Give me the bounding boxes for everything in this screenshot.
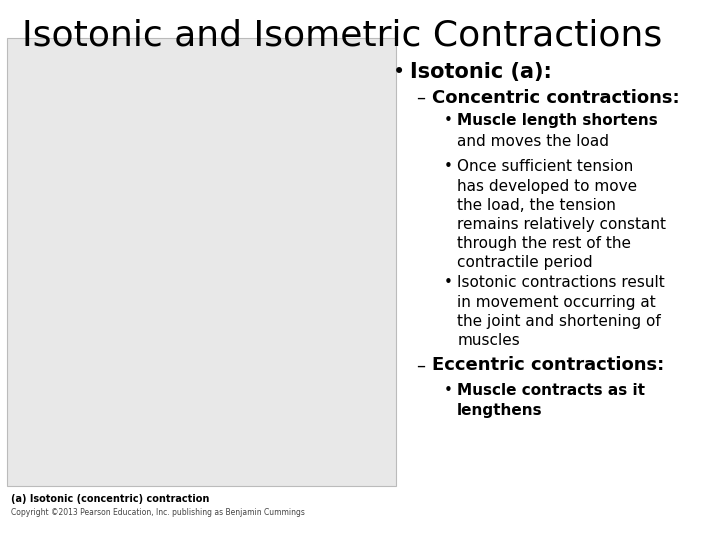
Text: Concentric contractions:: Concentric contractions:: [432, 89, 680, 107]
Text: Copyright ©2013 Pearson Education, Inc. publishing as Benjamin Cummings: Copyright ©2013 Pearson Education, Inc. …: [11, 508, 305, 517]
Text: •: •: [444, 159, 453, 174]
Text: Once sufficient tension
has developed to move
the load, the tension
remains rela: Once sufficient tension has developed to…: [457, 159, 666, 271]
Text: (a) Isotonic (concentric) contraction: (a) Isotonic (concentric) contraction: [11, 494, 210, 504]
Text: and moves the load: and moves the load: [457, 134, 609, 149]
Text: Muscle length shortens: Muscle length shortens: [457, 113, 658, 129]
Text: –: –: [416, 356, 425, 374]
Text: •: •: [444, 383, 453, 399]
Text: Muscle contracts as it
lengthens: Muscle contracts as it lengthens: [457, 383, 645, 417]
Text: –: –: [416, 89, 425, 107]
Text: •: •: [444, 275, 453, 291]
Text: Isotonic and Isometric Contractions: Isotonic and Isometric Contractions: [22, 19, 662, 53]
Text: •: •: [444, 113, 453, 129]
Text: Eccentric contractions:: Eccentric contractions:: [432, 356, 665, 374]
Text: •: •: [392, 62, 405, 82]
FancyBboxPatch shape: [7, 38, 396, 486]
Text: Isotonic contractions result
in movement occurring at
the joint and shortening o: Isotonic contractions result in movement…: [457, 275, 665, 348]
Text: Isotonic (a):: Isotonic (a):: [410, 62, 552, 82]
